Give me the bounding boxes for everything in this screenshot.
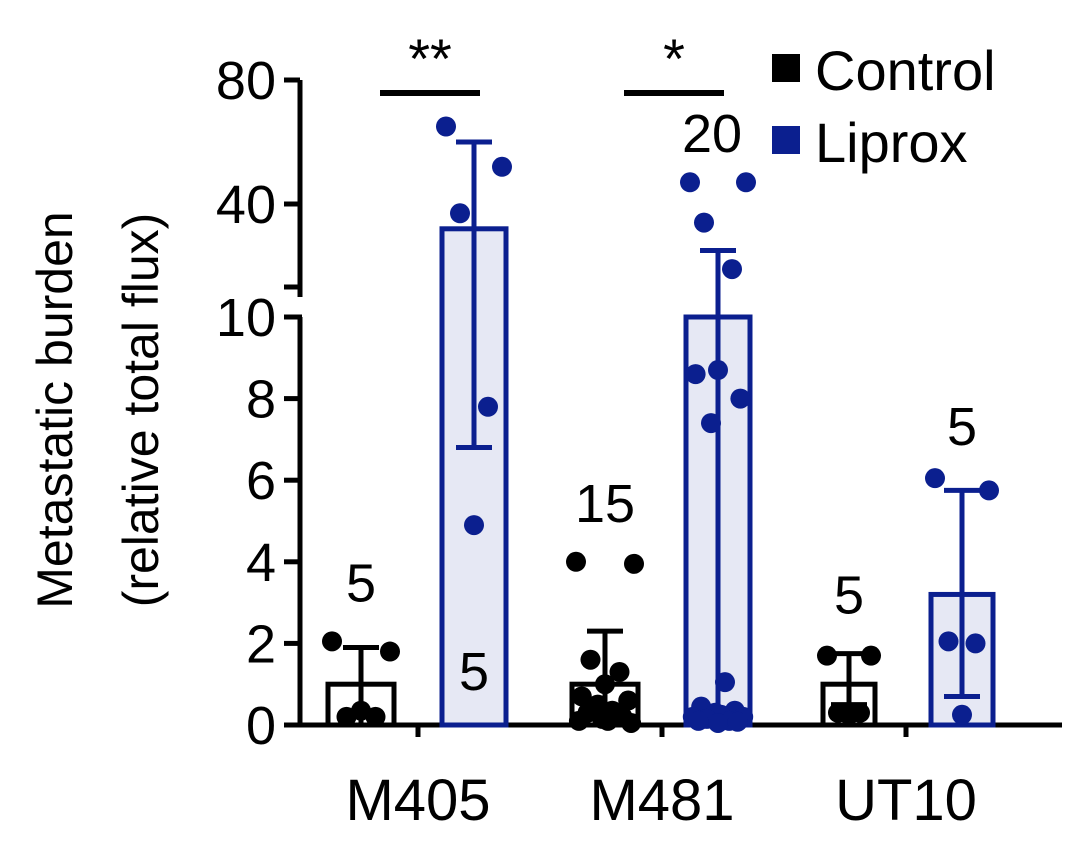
y-tick-label: 6 [246,451,276,511]
data-point [701,413,721,434]
data-point [450,203,470,224]
sample-size-label: 20 [682,104,742,164]
data-point [595,674,615,695]
data-point [492,156,512,177]
legend: Control Liprox [772,39,996,174]
legend-label-control: Control [815,39,996,102]
x-tick-label: UT10 [835,768,977,833]
sample-size-label: 15 [575,474,635,534]
x-tick-label: M405 [345,768,490,833]
sample-size-label: 5 [346,553,376,613]
data-point [688,710,709,731]
y-tick-label: 80 [216,51,276,111]
data-point [597,710,618,731]
data-point [952,704,972,725]
data-point [708,712,728,733]
data-point [624,553,644,574]
data-point [694,212,714,233]
y-tick-label: 2 [246,614,276,674]
data-point [708,360,728,381]
y-tick-label: 4 [246,533,276,593]
data-point [436,116,456,137]
data-point [571,686,592,707]
data-point [478,396,498,417]
data-point [380,641,400,662]
legend-swatch-liprox [772,126,800,154]
data-point [464,515,484,536]
data-point [685,364,706,385]
significance-label: ** [408,27,452,90]
data-point [680,172,700,193]
data-point [618,690,639,711]
y-tick-label: 10 [216,288,276,348]
sample-size-label: 5 [947,397,977,457]
data-point [979,480,999,501]
data-point [322,631,342,652]
legend-label-liprox: Liprox [815,111,968,174]
y-tick-label: 0 [246,696,276,756]
legend-swatch-control [772,54,800,82]
y-axis-title: Metastatic burden [27,211,83,608]
data-point [839,704,859,725]
data-point [715,672,735,693]
sample-size-label: 5 [459,642,489,702]
y-axis-subtitle: (relative total flux) [113,213,169,608]
data-point [925,468,945,489]
x-tick-label: M481 [589,768,734,833]
data-point [736,172,756,193]
data-point [621,712,642,733]
data-point [351,700,371,721]
data-point [861,645,881,666]
data-point [609,661,630,682]
data-point [727,711,748,732]
data-point [566,551,586,572]
significance-label: * [663,27,685,90]
sample-size-label: 5 [834,566,864,626]
data-point [938,631,959,652]
data-point [817,645,837,666]
data-point [580,649,601,670]
data-point [722,259,742,280]
y-tick-label: 8 [246,370,276,430]
data-point [965,633,986,654]
data-point [568,710,589,731]
y-tick-label: 40 [216,175,276,235]
data-point [730,388,751,409]
